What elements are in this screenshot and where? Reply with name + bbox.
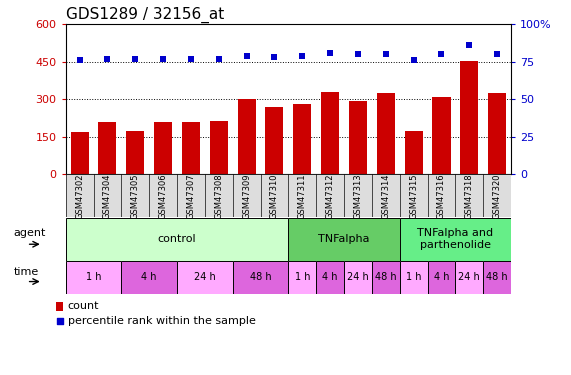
Text: GSM47302: GSM47302 [75, 173, 84, 219]
Bar [154, 122, 172, 174]
Text: GSM47307: GSM47307 [186, 173, 195, 219]
Bar [182, 122, 200, 174]
Text: GSM47304: GSM47304 [103, 173, 112, 219]
Text: count: count [67, 301, 99, 311]
Text: TNFalpha: TNFalpha [318, 234, 370, 244]
Text: TNFalpha and
parthenolide: TNFalpha and parthenolide [417, 228, 493, 250]
Text: 48 h: 48 h [375, 273, 397, 282]
Text: 4 h: 4 h [434, 273, 449, 282]
Bar [71, 132, 89, 174]
Text: GSM47318: GSM47318 [465, 173, 474, 219]
Text: agent: agent [14, 228, 46, 238]
Point [437, 51, 446, 57]
Bar [432, 97, 451, 174]
Text: GSM47315: GSM47315 [409, 173, 418, 219]
Bar [56, 302, 63, 311]
Bar [238, 99, 256, 174]
Text: GSM47306: GSM47306 [159, 173, 168, 219]
Text: GDS1289 / 32156_at: GDS1289 / 32156_at [66, 7, 224, 23]
Text: 4 h: 4 h [142, 273, 157, 282]
Text: GSM47316: GSM47316 [437, 173, 446, 219]
Text: GSM47309: GSM47309 [242, 173, 251, 219]
Point [353, 51, 363, 57]
Point [242, 53, 251, 59]
Point [214, 56, 223, 62]
Bar [377, 93, 395, 174]
Text: 24 h: 24 h [194, 273, 216, 282]
Point [270, 54, 279, 60]
Bar [126, 130, 144, 174]
Text: GSM47312: GSM47312 [325, 173, 335, 219]
Point [131, 56, 140, 62]
Point [55, 318, 64, 324]
Text: GSM47313: GSM47313 [353, 173, 363, 219]
Point [409, 57, 418, 63]
Text: 1 h: 1 h [295, 273, 310, 282]
Text: GSM47320: GSM47320 [493, 173, 502, 219]
Bar [349, 100, 367, 174]
Point [103, 56, 112, 62]
Text: time: time [14, 267, 39, 278]
Bar [266, 107, 283, 174]
Bar [98, 122, 116, 174]
Point [159, 56, 168, 62]
Bar [293, 104, 311, 174]
Text: 24 h: 24 h [347, 273, 369, 282]
Point [493, 51, 502, 57]
Text: 1 h: 1 h [86, 273, 101, 282]
Point [186, 56, 195, 62]
Bar [488, 93, 506, 174]
Bar [321, 92, 339, 174]
Bar [460, 61, 478, 174]
Text: control: control [158, 234, 196, 244]
Text: 48 h: 48 h [250, 273, 271, 282]
Text: percentile rank within the sample: percentile rank within the sample [67, 315, 255, 326]
Point [297, 53, 307, 59]
Text: 48 h: 48 h [486, 273, 508, 282]
Bar [405, 130, 423, 174]
Text: GSM47311: GSM47311 [297, 173, 307, 219]
Text: 24 h: 24 h [459, 273, 480, 282]
Text: 1 h: 1 h [406, 273, 421, 282]
Text: GSM47314: GSM47314 [381, 173, 391, 219]
Bar [210, 121, 228, 174]
Text: 4 h: 4 h [323, 273, 338, 282]
Point [465, 42, 474, 48]
Text: GSM47305: GSM47305 [131, 173, 140, 219]
Text: GSM47308: GSM47308 [214, 173, 223, 219]
Point [325, 50, 335, 56]
Point [381, 51, 391, 57]
Point [75, 57, 84, 63]
Text: GSM47310: GSM47310 [270, 173, 279, 219]
